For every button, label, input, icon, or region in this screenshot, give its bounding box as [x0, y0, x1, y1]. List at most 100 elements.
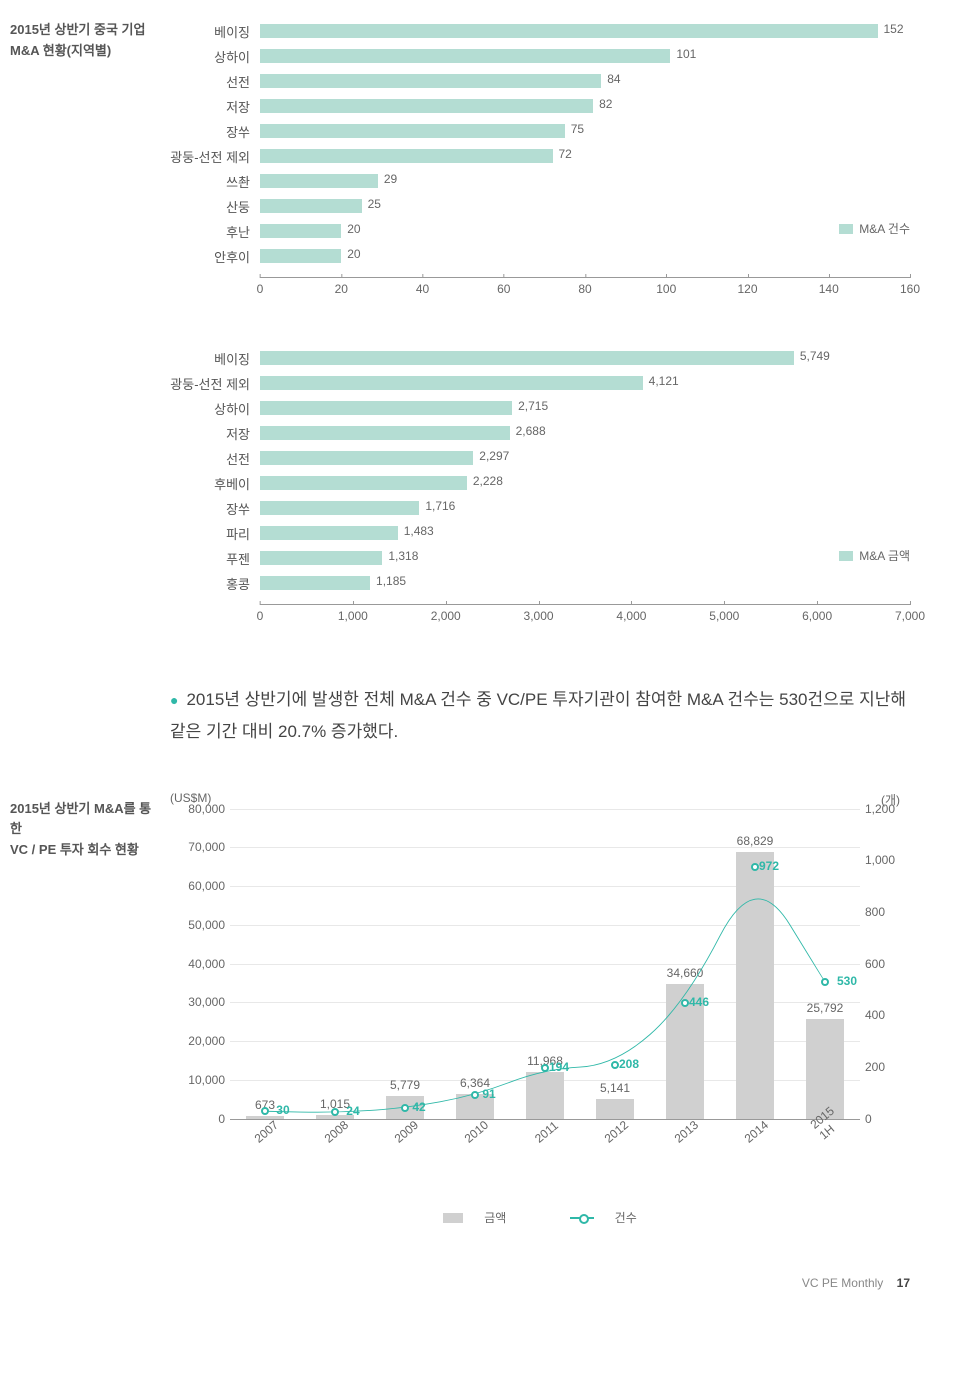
footer-text: VC PE Monthly — [802, 1276, 883, 1290]
hbar-fill — [260, 476, 467, 490]
hbar-row: 광둥-선전 제외4,121 — [170, 372, 910, 394]
legend-label: M&A 금액 — [859, 547, 910, 564]
hbar-fill — [260, 451, 473, 465]
hbar-fill — [260, 99, 593, 113]
hbar-row: 광둥-선전 제외72 — [170, 145, 910, 167]
hbar-track: 20 — [260, 223, 910, 239]
hbar-row: 푸젠1,318 — [170, 547, 910, 569]
chart1-legend: M&A 건수 — [839, 220, 910, 237]
hbar-fill — [260, 526, 398, 540]
page-footer: VC PE Monthly 17 — [50, 1276, 910, 1290]
hbar-track: 1,185 — [260, 575, 910, 591]
hbar-label: 저장 — [170, 424, 260, 443]
legend-swatch-icon — [839, 551, 853, 561]
hbar-row: 쓰촨29 — [170, 170, 910, 192]
hbar-fill — [260, 74, 601, 88]
legend-item-bar: 금액 — [428, 1211, 521, 1225]
hbar-label: 상하이 — [170, 47, 260, 66]
hbar-value: 1,716 — [425, 499, 455, 513]
y-left-label: 40,000 — [170, 957, 225, 971]
hbar-value: 2,297 — [479, 449, 509, 463]
x-category-label: 2013 — [672, 1117, 701, 1145]
hbar-fill — [260, 24, 878, 38]
combo-bar — [736, 852, 774, 1119]
hbar-row: 상하이2,715 — [170, 397, 910, 419]
hbar-value: 101 — [676, 47, 696, 61]
legend-swatch-icon — [839, 224, 853, 234]
bullet-paragraph: ●2015년 상반기에 발생한 전체 M&A 건수 중 VC/PE 투자기관이 … — [170, 684, 910, 749]
hbar-label: 푸젠 — [170, 549, 260, 568]
bullet-text: 2015년 상반기에 발생한 전체 M&A 건수 중 VC/PE 투자기관이 참… — [170, 690, 906, 741]
axis-tick: 160 — [900, 282, 920, 296]
combo-bar — [596, 1099, 634, 1119]
axis-tick: 120 — [737, 282, 757, 296]
hbar-label: 저장 — [170, 97, 260, 116]
hbar-value: 1,185 — [376, 574, 406, 588]
hbar-fill — [260, 199, 362, 213]
combo-block: (US$M) (개) 010,00020,00030,00040,00050,0… — [170, 799, 910, 1226]
hbar-row: 파리1,483 — [170, 522, 910, 544]
hbar-row: 선전84 — [170, 70, 910, 92]
hbar-row: 홍콩1,185 — [170, 572, 910, 594]
bar-value-label: 5,141 — [600, 1081, 630, 1095]
x-category-label: 2010 — [462, 1117, 491, 1145]
hbar-row: 후베이2,228 — [170, 472, 910, 494]
axis-tick: 3,000 — [524, 609, 554, 623]
hbar-label: 베이징 — [170, 22, 260, 41]
chart2-legend: M&A 금액 — [839, 547, 910, 564]
hbar-row: 베이징5,749 — [170, 347, 910, 369]
hbar-fill — [260, 49, 670, 63]
hbar-value: 20 — [347, 222, 360, 236]
hbar-label: 상하이 — [170, 399, 260, 418]
hbar-row: 저장 82 — [170, 95, 910, 117]
combo-plot: 010,00020,00030,00040,00050,00060,00070,… — [230, 809, 860, 1119]
y-left-label: 50,000 — [170, 918, 225, 932]
line-marker-icon — [611, 1061, 619, 1069]
legend-line-label: 건수 — [615, 1211, 637, 1225]
hbar-label: 장쑤 — [170, 122, 260, 141]
chart1-section: 2015년 상반기 중국 기업 M&A 현황(지역별) 베이징152상하이101… — [50, 20, 910, 297]
line-value-label: 446 — [689, 995, 709, 1009]
line-marker-icon — [261, 1107, 269, 1115]
hbar-value: 5,749 — [800, 349, 830, 363]
hbar-value: 82 — [599, 97, 612, 111]
hbar-value: 25 — [368, 197, 381, 211]
hbar-fill — [260, 551, 382, 565]
hbar-track: 20 — [260, 248, 910, 264]
title-text: VC / PE 투자 회수 현황 — [10, 842, 139, 857]
hbar-row: 장쑤75 — [170, 120, 910, 142]
line-marker-icon — [821, 978, 829, 986]
chart1-title: 2015년 상반기 중국 기업 M&A 현황(지역별) — [10, 20, 160, 62]
axis-tick: 7,000 — [895, 609, 925, 623]
hbar-track: 29 — [260, 173, 910, 189]
grid-line — [230, 809, 860, 810]
hbar-fill — [260, 376, 643, 390]
line-value-label: 972 — [759, 859, 779, 873]
line-value-label: 91 — [482, 1087, 495, 1101]
axis-tick: 2,000 — [431, 609, 461, 623]
hbar-fill — [260, 149, 553, 163]
hbar-track: 84 — [260, 73, 910, 89]
x-category-label: 2014 — [742, 1117, 771, 1145]
hbar-track: 82 — [260, 98, 910, 114]
title-text: M&A 현황(지역별) — [10, 43, 111, 58]
y-right-label: 0 — [865, 1112, 910, 1126]
hbar-label: 파리 — [170, 524, 260, 543]
axis-tick: 0 — [257, 282, 264, 296]
hbar-track: 72 — [260, 148, 910, 164]
axis-tick: 4,000 — [616, 609, 646, 623]
hbar-fill — [260, 576, 370, 590]
axis-tick: 1,000 — [338, 609, 368, 623]
line-value-label: 208 — [619, 1057, 639, 1071]
x-category-label: 2012 — [602, 1117, 631, 1145]
chart1-bars: 베이징152상하이101선전84저장82장쑤75광둥-선전 제외72쓰촨29산둥… — [170, 20, 910, 267]
hbar-label: 산둥 — [170, 197, 260, 216]
hbar-value: 72 — [559, 147, 572, 161]
axis-tick: 6,000 — [802, 609, 832, 623]
x-category-label: 2007 — [252, 1117, 281, 1145]
axis-tick: 60 — [497, 282, 510, 296]
y-left-label: 10,000 — [170, 1073, 225, 1087]
hbar-row: 상하이 101 — [170, 45, 910, 67]
hbar-track: 25 — [260, 198, 910, 214]
axis-tick: 80 — [578, 282, 591, 296]
